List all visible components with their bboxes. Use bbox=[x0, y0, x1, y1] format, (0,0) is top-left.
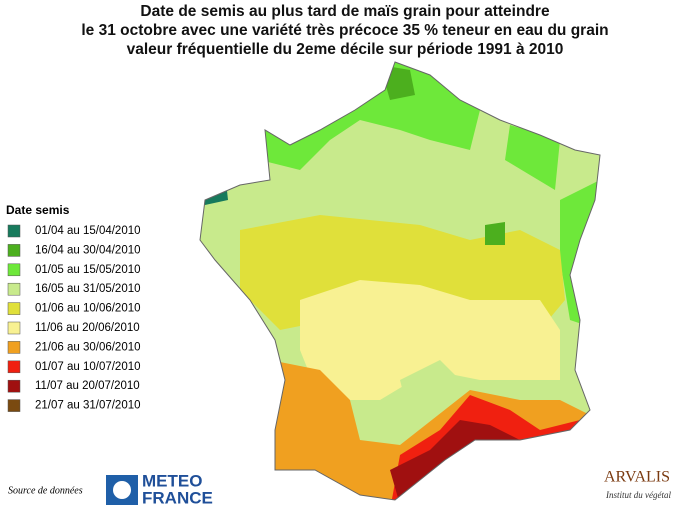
legend-swatch bbox=[7, 302, 21, 315]
zone bbox=[400, 360, 460, 420]
legend-swatch bbox=[7, 379, 21, 393]
legend-label: 01/07 au 10/07/2010 bbox=[35, 361, 141, 373]
logo-text: FRANCE bbox=[142, 488, 213, 507]
legend-label: 16/04 au 30/04/2010 bbox=[35, 244, 141, 256]
title: Date de semis au plus tard de maïs grain… bbox=[81, 3, 608, 58]
legend-label: 16/05 au 31/05/2010 bbox=[35, 283, 141, 295]
logo-text: METEO bbox=[142, 471, 202, 490]
legend-label: 11/07 au 20/07/2010 bbox=[35, 380, 140, 392]
legend-label: 21/06 au 30/06/2010 bbox=[35, 341, 141, 353]
title-line: Date de semis au plus tard de maïs grain… bbox=[140, 3, 550, 20]
legend-swatch bbox=[7, 263, 21, 277]
logo-mark bbox=[113, 481, 131, 499]
arvalis-logo: ARVALIS Institut du végétal bbox=[604, 469, 671, 500]
zone bbox=[505, 125, 560, 190]
zone bbox=[260, 62, 480, 170]
source: Source de données bbox=[8, 485, 83, 496]
legend-swatch bbox=[7, 360, 21, 374]
legend-swatch bbox=[7, 321, 21, 335]
legend-label: 01/06 au 10/06/2010 bbox=[35, 303, 141, 315]
logo-text: Institut du végétal bbox=[605, 490, 671, 500]
zone bbox=[300, 280, 560, 400]
legend-swatch bbox=[7, 244, 21, 257]
legend-swatch bbox=[7, 341, 21, 354]
title-line: valeur fréquentielle du 2eme décile sur … bbox=[127, 41, 564, 58]
map-outline bbox=[199, 61, 601, 501]
zone bbox=[485, 222, 505, 245]
legend-swatch bbox=[7, 224, 21, 238]
zone bbox=[200, 172, 228, 205]
legend-label: 21/07 au 31/07/2010 bbox=[35, 400, 141, 412]
logo-text: ARVALIS bbox=[604, 469, 670, 486]
meteo-logo: METEO FRANCE bbox=[106, 471, 213, 507]
legend-label: 01/04 au 15/04/2010 bbox=[35, 225, 141, 237]
map bbox=[200, 62, 600, 500]
legend-swatch bbox=[7, 282, 21, 296]
legend-label: 11/06 au 20/06/2010 bbox=[35, 322, 140, 334]
legend-title: Date semis bbox=[6, 203, 70, 217]
legend-swatch bbox=[7, 399, 21, 412]
legend-label: 01/05 au 15/05/2010 bbox=[35, 264, 141, 276]
title-line: le 31 octobre avec une variété très préc… bbox=[81, 22, 608, 39]
legend: Date semis 01/04 au 15/04/2010 16/04 au 3… bbox=[6, 203, 141, 412]
